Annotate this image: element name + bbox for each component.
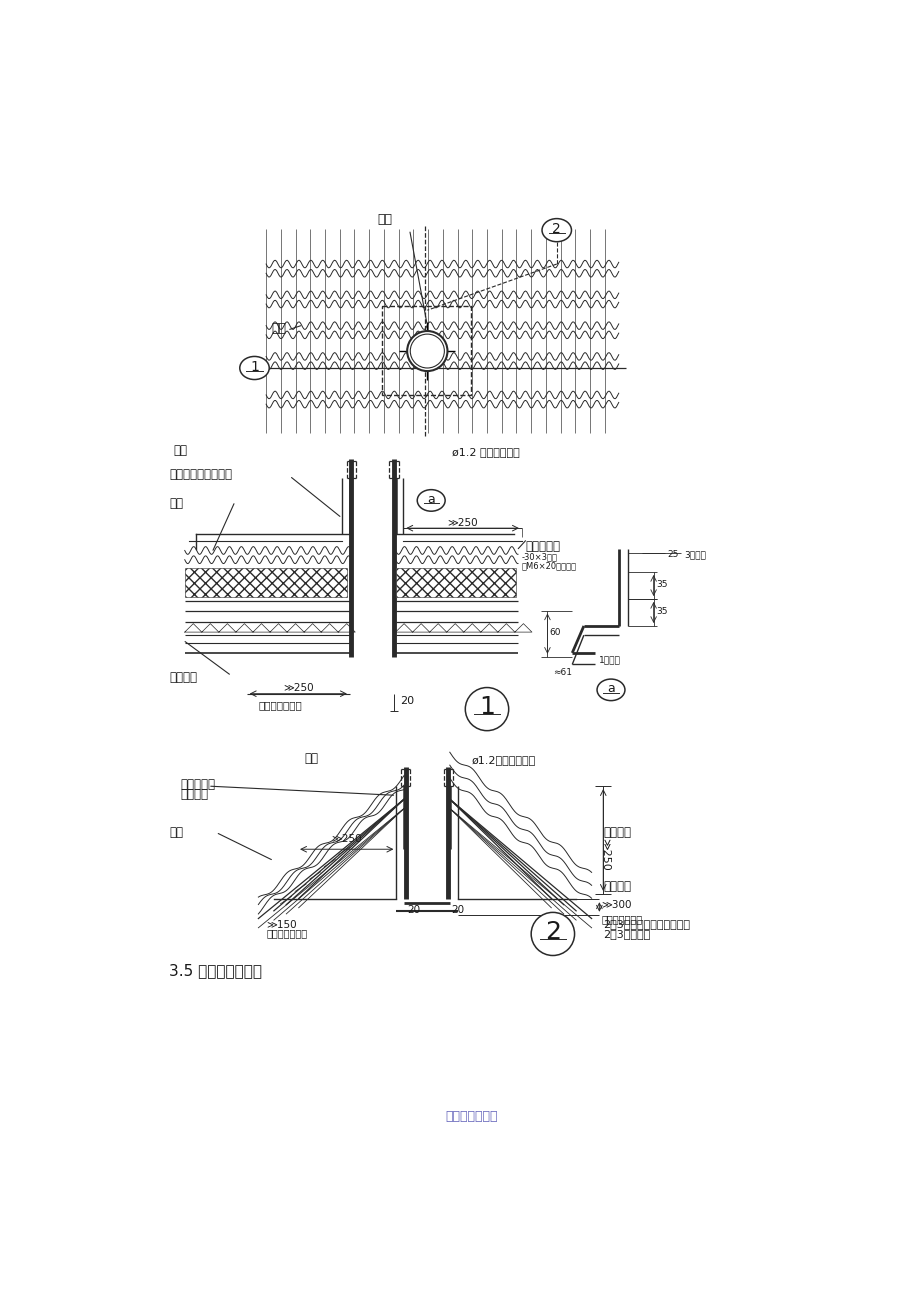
Text: ø1.2镀锌铁丝缠紧: ø1.2镀锌铁丝缠紧 [471, 755, 535, 764]
Text: ≫250: ≫250 [331, 833, 362, 844]
Circle shape [530, 913, 574, 956]
Text: 用M6×20螺栋紧固: 用M6×20螺栋紧固 [521, 561, 576, 570]
Text: 20: 20 [400, 697, 414, 707]
Text: ≫150: ≫150 [266, 921, 297, 930]
Text: 3.5 烟囱卷材节点：: 3.5 烟囱卷材节点： [169, 963, 262, 978]
Ellipse shape [541, 219, 571, 242]
Text: 卷材泛水: 卷材泛水 [181, 789, 209, 802]
Text: 20: 20 [451, 905, 464, 915]
Text: 2～3厘钉套管: 2～3厘钉套管 [603, 928, 650, 939]
Text: ≫300: ≫300 [601, 901, 631, 910]
Text: 2: 2 [544, 919, 561, 944]
Bar [395, 568, 516, 598]
Ellipse shape [240, 357, 269, 380]
Text: 2～3厘钉板圈与钉套管焊接: 2～3厘钉板圈与钉套管焊接 [603, 918, 689, 928]
Text: ≫250: ≫250 [283, 684, 313, 693]
Text: ø1.2 镀锌铁丝缠紧: ø1.2 镀锌铁丝缠紧 [451, 447, 519, 457]
Text: 平瓦: 平瓦 [169, 497, 183, 510]
Text: 35: 35 [655, 579, 666, 589]
Text: 请预览后下载！: 请预览后下载！ [445, 1109, 497, 1122]
Text: 3厘垫圈: 3厘垫圈 [684, 551, 706, 560]
Text: 防水垫层: 防水垫层 [603, 880, 630, 893]
Text: 密封胶封严: 密封胶封严 [525, 540, 561, 553]
Text: 1: 1 [479, 695, 494, 719]
Text: 防水垫层: 防水垫层 [603, 827, 630, 840]
Circle shape [407, 331, 447, 371]
Text: 1厘铝板: 1厘铝板 [598, 655, 620, 664]
Text: -30×3铁鞘: -30×3铁鞘 [521, 553, 557, 561]
Text: 管道: 管道 [304, 751, 319, 764]
Text: 60: 60 [550, 628, 561, 637]
Text: （附加防水层）: （附加防水层） [258, 700, 301, 711]
Text: 1: 1 [250, 359, 258, 374]
Text: a: a [607, 682, 614, 695]
Ellipse shape [596, 680, 624, 700]
Text: ≫250: ≫250 [600, 838, 610, 871]
Text: 管道: 管道 [173, 444, 187, 457]
Text: 20: 20 [407, 905, 420, 915]
Text: 自粘式成品卷材泛水: 自粘式成品卷材泛水 [169, 469, 232, 482]
Text: 35: 35 [655, 607, 666, 616]
Text: 自粘式成品: 自粘式成品 [181, 779, 216, 792]
Bar [382, 306, 471, 395]
Text: 平瓦: 平瓦 [271, 322, 286, 335]
Text: a: a [426, 493, 435, 506]
Text: ≫250: ≫250 [447, 518, 477, 527]
Text: 防水垫层: 防水垫层 [169, 671, 197, 684]
Circle shape [465, 687, 508, 730]
Text: 2: 2 [551, 223, 561, 236]
Text: 管道: 管道 [377, 212, 391, 225]
Text: 25: 25 [667, 551, 678, 560]
Text: ≈61: ≈61 [552, 668, 572, 677]
Text: 平瓦: 平瓦 [169, 827, 183, 840]
Ellipse shape [417, 490, 445, 512]
Text: （附加防水层）: （附加防水层） [266, 928, 307, 939]
Bar [185, 568, 347, 598]
Text: （附加防水层）: （附加防水层） [601, 914, 642, 924]
Circle shape [410, 335, 444, 368]
